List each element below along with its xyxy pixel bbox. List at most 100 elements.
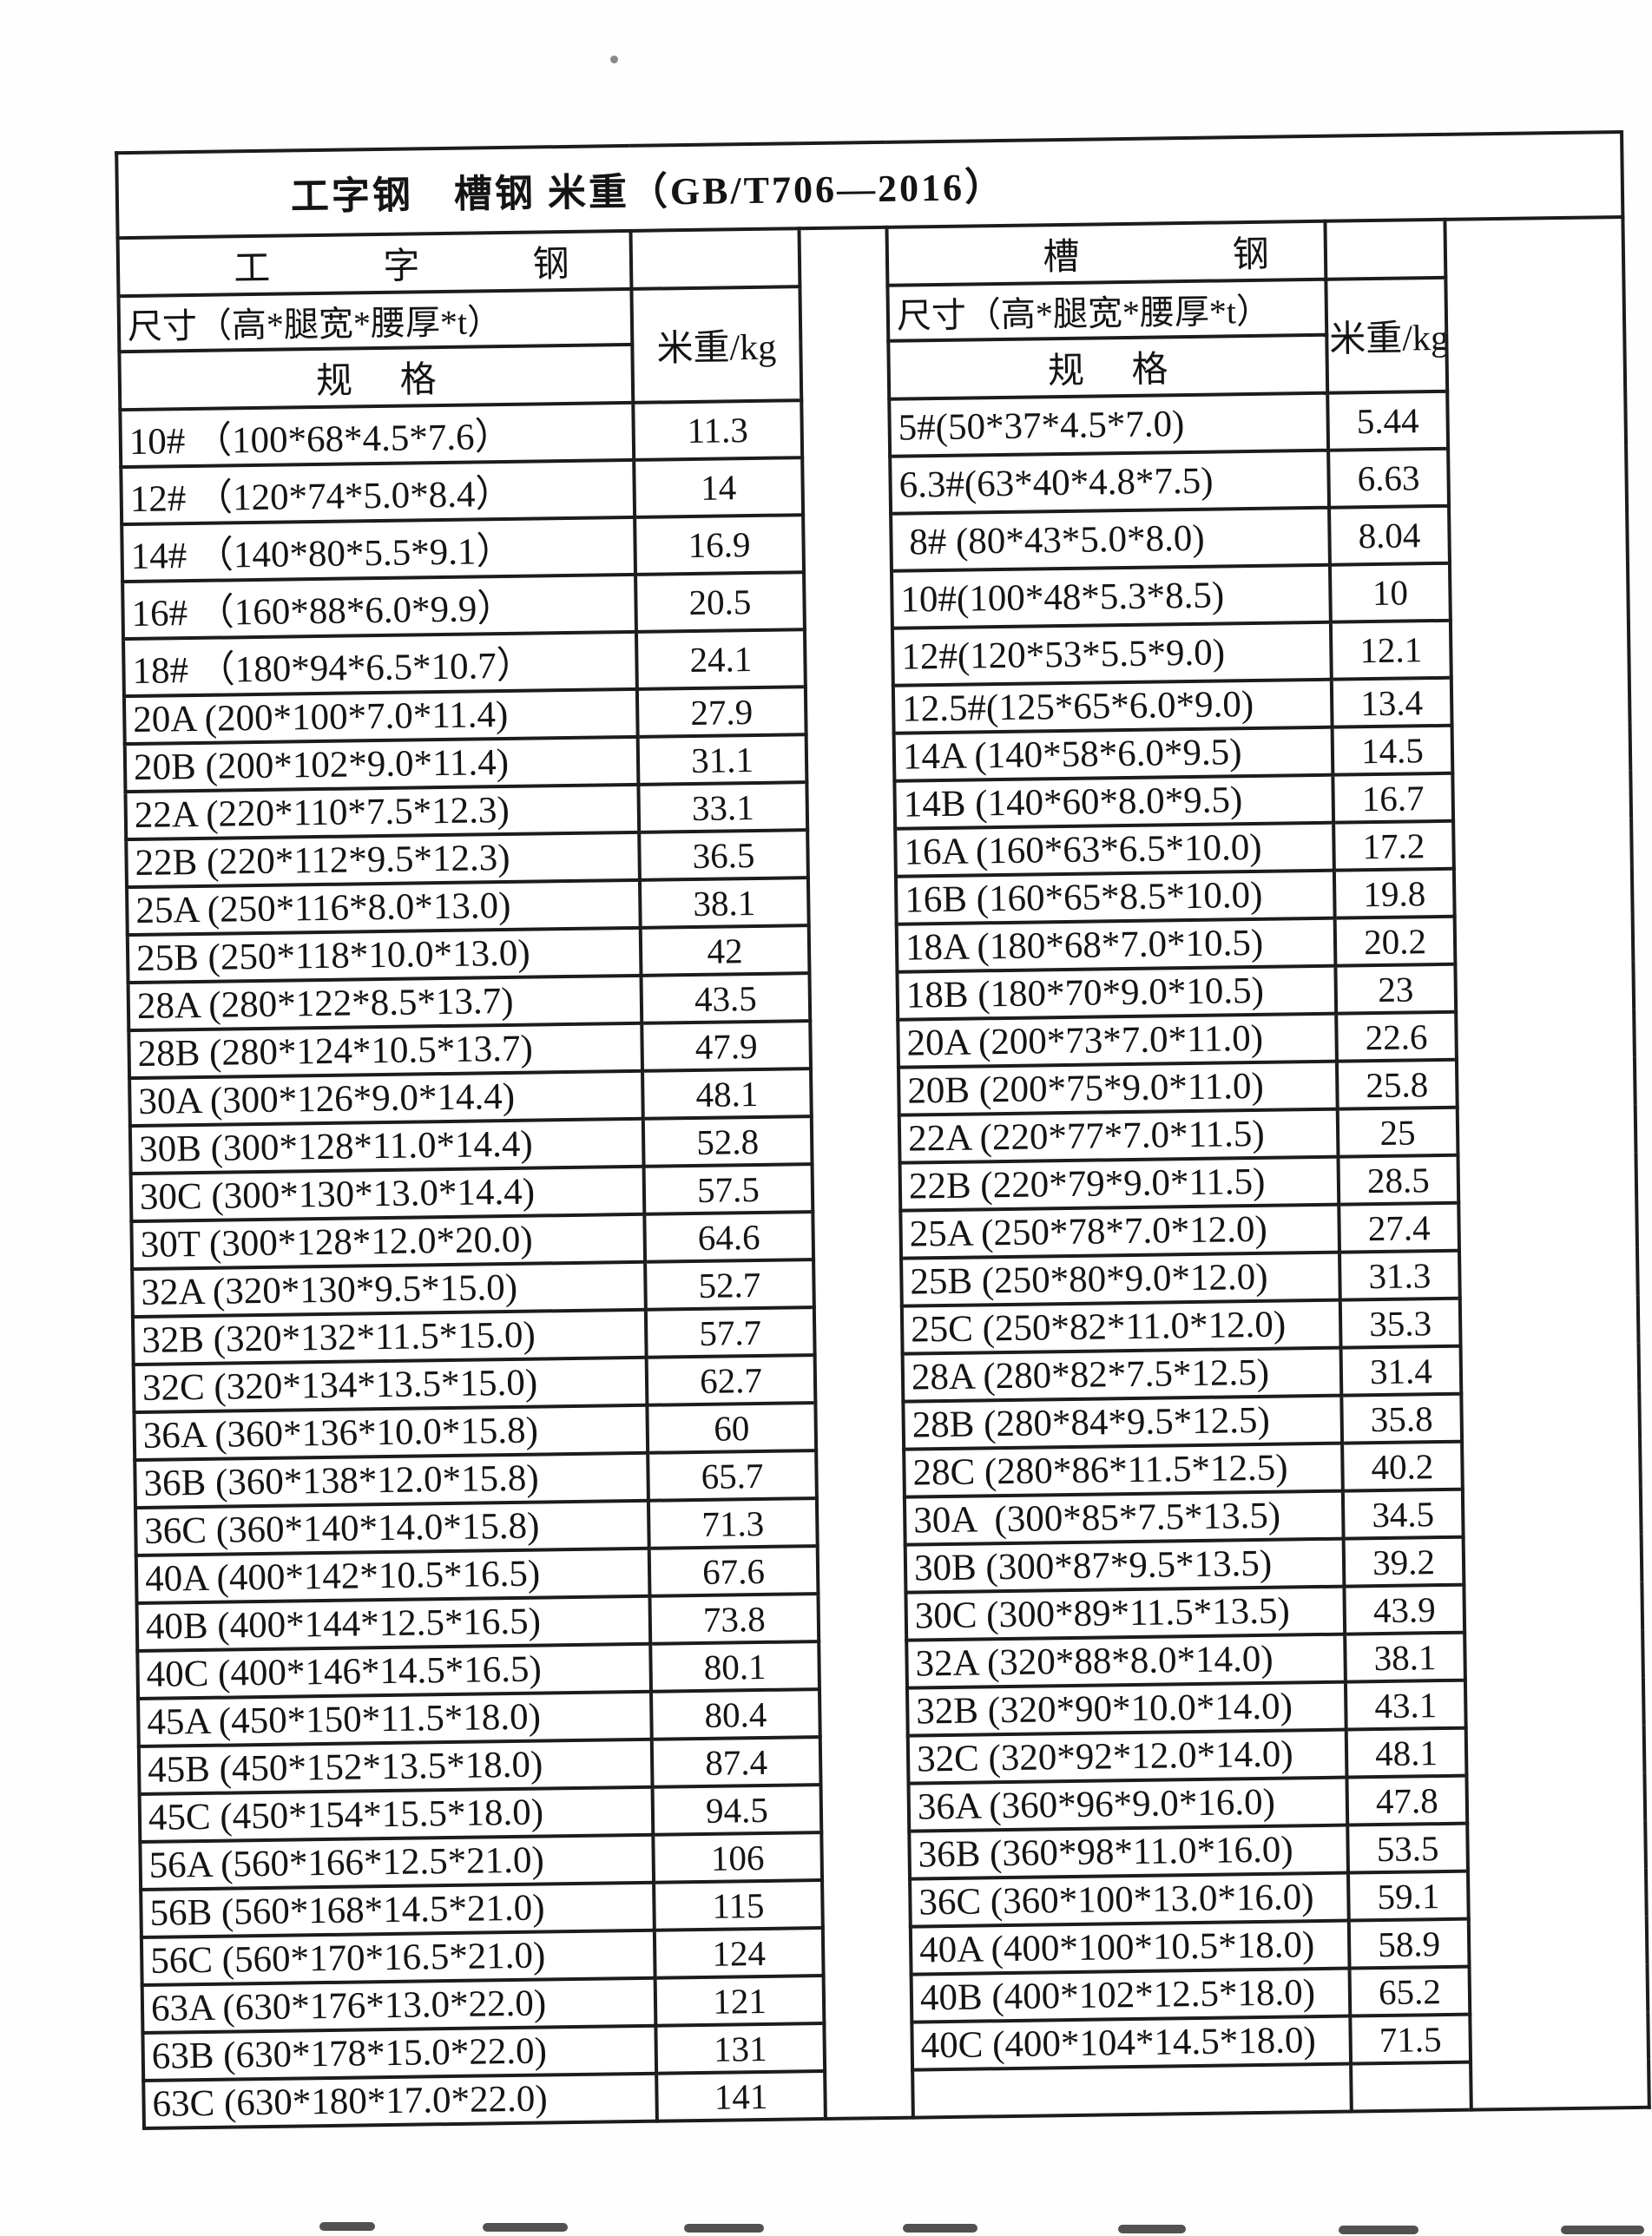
- channel-spec-cell: 14A (140*58*6.0*9.5): [893, 727, 1333, 781]
- channel-spec-cell: 28B (280*84*9.5*12.5): [903, 1395, 1343, 1450]
- ibeam-spec-cell: 45B (450*152*13.5*18.0): [138, 1739, 653, 1795]
- ibeam-weight-cell: 31.1: [637, 734, 807, 785]
- ibeam-spec-cell: 25A (250*116*8.0*13.0): [127, 879, 641, 936]
- channel-spec-cell: 40A (400*100*10.5*18.0): [910, 1920, 1350, 1975]
- ibeam-weight-cell: 14: [634, 457, 804, 517]
- ibeam-spec-cell: 32A (320*130*9.5*15.0): [132, 1261, 646, 1318]
- ibeam-spec-cell: 56B (560*168*14.5*21.0): [141, 1882, 655, 1937]
- channel-spec-cell: 10#(100*48*5.3*8.5): [892, 564, 1331, 628]
- ibeam-weight-cell: 42: [640, 925, 810, 976]
- channel-spec-cell: 18B (180*70*9.0*10.5): [897, 965, 1337, 1020]
- ibeam-weight-cell: 73.8: [649, 1594, 819, 1644]
- ibeam-weight-cell: 47.9: [642, 1021, 812, 1071]
- channel-spec-cell: 28A (280*82*7.5*12.5): [902, 1347, 1342, 1402]
- ibeam-weight-cell: 36.5: [639, 830, 808, 880]
- channel-weight-cell: 43.9: [1344, 1584, 1465, 1634]
- ibeam-weight-cell: 62.7: [646, 1355, 816, 1405]
- ibeam-weight-cell: 131: [655, 2023, 826, 2074]
- ibeam-spec-cell: 18# （180*94*6.5*10.7）: [123, 631, 637, 697]
- scan-smudge: [903, 2224, 977, 2233]
- ibeam-spec-cell: 28B (280*124*10.5*13.7): [128, 1023, 643, 1079]
- channel-weight-cell: 6.63: [1328, 448, 1450, 508]
- scan-smudge: [1561, 2226, 1644, 2234]
- channel-spec-cell: 18A (180*68*7.0*10.5): [896, 917, 1336, 972]
- ibeam-weight-cell: 57.7: [645, 1307, 815, 1358]
- channel-spec-cell: 36A (360*96*9.0*16.0): [908, 1777, 1348, 1832]
- ibeam-spec-cell: 22B (220*112*9.5*12.3): [126, 832, 640, 888]
- channel-weight-cell: 34.5: [1342, 1489, 1464, 1539]
- ibeam-spec-cell: 45A (450*150*11.5*18.0): [138, 1691, 652, 1747]
- channel-weight-cell: 13.4: [1331, 677, 1452, 727]
- ibeam-weight-cell: 38.1: [639, 878, 809, 928]
- channel-spec-cell: 22B (220*79*9.0*11.5): [899, 1156, 1339, 1211]
- channel-section-spacer-cell: [1325, 219, 1446, 280]
- ibeam-spec-cell: 22A (220*110*7.5*12.3): [125, 784, 640, 840]
- ibeam-spec-cell: 32B (320*132*11.5*15.0): [132, 1309, 647, 1365]
- ibeam-spec-cell: 20A (200*100*7.0*11.4): [123, 688, 638, 745]
- channel-weight-cell: 5.44: [1327, 391, 1449, 450]
- ibeam-spec-cell: 56C (560*170*16.5*21.0): [141, 1930, 655, 1985]
- channel-weight-cell: 25: [1337, 1107, 1458, 1157]
- channel-spec-cell: 20A (200*73*7.0*11.0): [898, 1013, 1337, 1068]
- channel-size-header: 尺寸（高*腿宽*腰厚*t）: [887, 279, 1327, 341]
- scan-smudge: [1339, 2226, 1418, 2234]
- ibeam-weight-cell: 52.7: [645, 1259, 814, 1310]
- channel-spec-header: 规格: [888, 334, 1328, 399]
- channel-weight-cell: 8.04: [1329, 505, 1450, 565]
- ibeam-weight-cell: 106: [653, 1832, 823, 1883]
- channel-spec-cell: 25C (250*82*11.0*12.0): [901, 1299, 1341, 1354]
- ibeam-spec-cell: 36C (360*140*14.0*15.8): [135, 1500, 649, 1556]
- channel-weight-cell: 40.2: [1342, 1441, 1463, 1491]
- channel-spec-cell: 32C (320*92*12.0*14.0): [907, 1729, 1347, 1784]
- channel-spec-cell: 32A (320*88*8.0*14.0): [906, 1634, 1346, 1688]
- ibeam-spec-header: 规格: [119, 344, 634, 411]
- channel-spec-cell: 5#(50*37*4.5*7.0): [889, 392, 1329, 457]
- ibeam-spec-cell: 10# （100*68*4.5*7.6）: [120, 402, 635, 468]
- ibeam-spec-cell: 16# （160*88*6.0*9.9）: [122, 574, 636, 640]
- channel-weight-cell: 17.2: [1333, 820, 1454, 871]
- ibeam-weight-cell: 27.9: [636, 687, 806, 737]
- ibeam-weight-cell: 57.5: [643, 1164, 813, 1214]
- channel-weight-cell: [1351, 2062, 1471, 2112]
- channel-weight-cell: 59.1: [1347, 1871, 1469, 1921]
- ibeam-weight-cell: 65.7: [648, 1450, 817, 1501]
- channel-spec-cell: 14B (140*60*8.0*9.5): [894, 774, 1334, 829]
- channel-weight-cell: 38.1: [1345, 1632, 1465, 1682]
- ibeam-spec-cell: 12# （120*74*5.0*8.4）: [121, 459, 635, 525]
- ibeam-spec-cell: 36A (360*136*10.0*15.8): [134, 1404, 648, 1461]
- channel-spec-cell: 12.5#(125*65*6.0*9.0): [892, 679, 1333, 733]
- ibeam-weight-cell: 16.9: [635, 515, 805, 575]
- ibeam-weight-cell: 64.6: [644, 1212, 814, 1262]
- channel-spec-cell: 40B (400*102*12.5*18.0): [911, 1968, 1351, 2022]
- ibeam-weight-cell: 121: [655, 1976, 825, 2026]
- ibeam-spec-cell: 25B (250*118*10.0*13.0): [127, 927, 642, 983]
- ibeam-spec-cell: 56A (560*166*12.5*21.0): [140, 1834, 655, 1890]
- channel-spec-cell: 16A (160*63*6.5*10.0): [895, 822, 1334, 877]
- ibeam-weight-cell: 43.5: [641, 973, 811, 1023]
- channel-weight-cell: 19.8: [1333, 868, 1455, 918]
- channel-weight-cell: 16.7: [1333, 773, 1454, 823]
- ibeam-spec-cell: 63C (630*180*17.0*22.0): [143, 2073, 657, 2128]
- channel-spec-cell: [912, 2063, 1352, 2118]
- channel-spec-cell: 36B (360*98*11.0*16.0): [909, 1825, 1348, 1879]
- channel-weight-cell: 53.5: [1347, 1823, 1468, 1873]
- channel-weight-cell: 27.4: [1339, 1202, 1460, 1253]
- channel-spec-cell: 25B (250*80*9.0*12.0): [901, 1252, 1340, 1306]
- ibeam-weight-cell: 48.1: [642, 1069, 812, 1119]
- channel-weight-cell: 10: [1329, 562, 1451, 622]
- ibeam-weight-cell: 94.5: [652, 1785, 822, 1835]
- channel-weight-cell: 47.8: [1346, 1775, 1468, 1825]
- channel-spec-cell: 16B (160*65*8.5*10.0): [895, 870, 1335, 924]
- channel-weight-cell: 31.4: [1340, 1345, 1462, 1396]
- channel-weight-cell: 25.8: [1336, 1059, 1458, 1109]
- channel-spec-cell: 30A (300*85*7.5*13.5): [904, 1490, 1344, 1545]
- channel-spec-cell: 32B (320*90*10.0*14.0): [906, 1681, 1346, 1736]
- ibeam-spec-cell: 30B (300*128*11.0*14.4): [129, 1118, 644, 1174]
- ibeam-spec-cell: 30T (300*128*12.0*20.0): [131, 1213, 646, 1270]
- scan-smudge: [483, 2223, 568, 2232]
- ibeam-weight-cell: 141: [656, 2071, 826, 2121]
- channel-weight-cell: 71.5: [1350, 2014, 1471, 2064]
- channel-weight-cell: 12.1: [1330, 620, 1451, 680]
- ibeam-spec-cell: 20B (200*102*9.0*11.4): [124, 736, 639, 792]
